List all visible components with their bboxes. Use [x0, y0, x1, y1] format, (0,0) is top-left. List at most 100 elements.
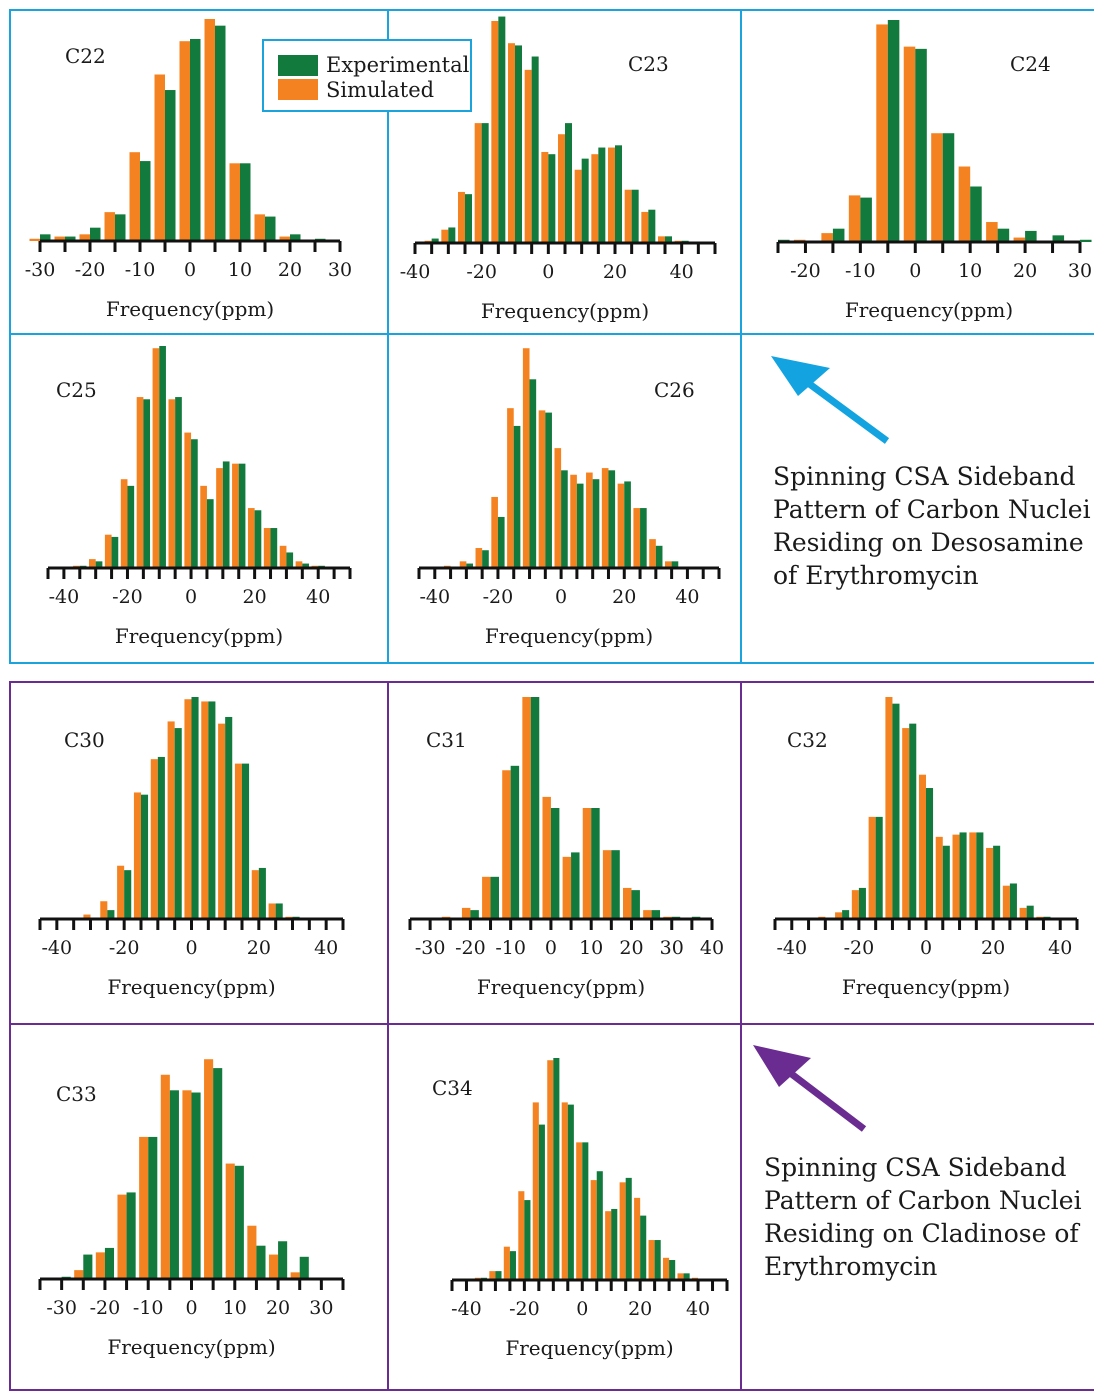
bar-experimental	[615, 145, 622, 243]
x-tick-label: 20	[628, 1298, 652, 1320]
chart-c25: -40 -20 0 20 40 Frequency(ppm) C25	[46, 346, 352, 648]
bar-experimental	[83, 1254, 93, 1279]
bar-experimental	[107, 910, 115, 919]
bar-experimental	[582, 1142, 589, 1280]
bar-experimental	[466, 563, 473, 568]
x-tick-label: 0	[920, 937, 932, 959]
bar-simulated	[665, 561, 672, 568]
bar-simulated	[29, 238, 40, 241]
bar-experimental	[529, 379, 537, 568]
x-axis-label: Frequency(ppm)	[845, 298, 1013, 322]
bar-experimental	[215, 25, 226, 241]
bar-experimental	[127, 485, 135, 568]
bar-simulated	[229, 163, 240, 241]
bar-simulated	[279, 545, 287, 568]
bar-simulated	[100, 901, 108, 919]
bar-simulated	[83, 914, 91, 919]
x-tick-label: 10	[958, 260, 982, 282]
x-tick-label: 20	[278, 259, 302, 281]
x-axis-label: Frequency(ppm)	[107, 975, 275, 999]
bar-simulated	[268, 1254, 279, 1279]
bar-experimental	[111, 536, 119, 568]
bar-experimental	[191, 697, 199, 919]
bar-simulated	[931, 133, 943, 242]
bar-experimental	[240, 163, 251, 241]
x-axis-label: Frequency(ppm)	[477, 975, 645, 999]
bar-experimental	[926, 788, 934, 919]
bar-experimental	[538, 1124, 545, 1280]
bar-simulated	[482, 876, 491, 919]
bar-simulated	[160, 1074, 170, 1279]
bar-simulated	[129, 152, 140, 241]
bar-experimental	[640, 1215, 647, 1280]
bar-simulated	[958, 166, 971, 242]
chart-c34: -40 -20 0 20 40 Frequency(ppm) C34	[432, 1058, 729, 1360]
chart-title: C25	[56, 378, 97, 402]
bar-experimental	[238, 463, 246, 568]
bar-experimental	[234, 1165, 244, 1279]
x-tick-label: 40	[1048, 937, 1072, 959]
bar-experimental	[513, 425, 521, 568]
bar-experimental	[860, 197, 872, 242]
bar-simulated	[474, 123, 482, 243]
bar-simulated	[200, 485, 207, 568]
bar-simulated	[586, 472, 593, 568]
bar-experimental	[40, 234, 51, 241]
x-tick-label: 0	[542, 261, 554, 283]
bar-simulated	[133, 792, 141, 919]
bar-experimental	[191, 1092, 201, 1279]
bar-experimental	[448, 227, 456, 243]
bar-experimental	[531, 56, 539, 243]
chart-c30: -40 -20 0 20 40 Frequency(ppm) C30	[38, 697, 345, 999]
x-tick-label: 20	[243, 586, 267, 608]
bar-simulated	[532, 1102, 539, 1280]
bar-simulated	[290, 1272, 300, 1279]
bar-simulated	[542, 796, 551, 919]
bar-simulated	[952, 834, 960, 919]
panel-frames	[9, 9, 1094, 1391]
bar-experimental	[115, 214, 126, 241]
x-tick-label: 30	[1068, 260, 1092, 282]
bar-simulated	[633, 508, 641, 568]
bar-experimental	[596, 1171, 603, 1280]
bar-simulated	[247, 1225, 257, 1279]
x-axis-label: Frequency(ppm)	[107, 1335, 275, 1359]
chart-title: C31	[426, 728, 467, 752]
bar-simulated	[582, 808, 592, 919]
bar-simulated	[117, 1194, 127, 1279]
chart-title: C23	[628, 52, 669, 76]
bar-simulated	[935, 836, 943, 919]
bar-experimental	[624, 481, 631, 568]
bar-experimental	[191, 439, 198, 568]
x-tick-label: -20	[90, 1297, 121, 1319]
bar-experimental	[942, 845, 950, 919]
bar-experimental	[299, 1256, 309, 1279]
bar-experimental	[222, 461, 230, 568]
legend-swatch-experimental	[278, 55, 318, 76]
chart-c22: -30 -20 -10 0 10 20 30 Frequency(ppm) C22	[25, 19, 352, 321]
chart-c24: -20 -10 0 10 20 30 Frequency(ppm) C24	[776, 20, 1092, 322]
x-tick-label: -20	[790, 260, 821, 282]
x-tick-label: -10	[125, 259, 156, 281]
x-tick-label: -40	[419, 586, 450, 608]
bar-simulated	[263, 528, 271, 568]
bar-experimental	[275, 903, 283, 919]
bar-experimental	[510, 765, 520, 919]
bar-experimental	[959, 832, 967, 919]
bar-experimental	[65, 236, 76, 241]
bar-experimental	[148, 1136, 158, 1279]
bar-experimental	[655, 545, 663, 568]
bar-simulated	[902, 728, 910, 919]
bar-simulated	[216, 468, 223, 568]
bar-simulated	[986, 847, 994, 919]
bar-simulated	[601, 468, 609, 568]
x-tick-label: 20	[981, 937, 1005, 959]
bar-experimental	[611, 850, 620, 919]
bar-simulated	[117, 865, 125, 919]
x-tick-label: 20	[266, 1297, 290, 1319]
frame-desosamine	[9, 9, 1094, 664]
bar-experimental	[431, 238, 439, 243]
bar-simulated	[150, 759, 158, 919]
charts: -30 -20 -10 0 10 20 30 Frequency(ppm) C22 -40 -20 0…	[25, 16, 1092, 1360]
